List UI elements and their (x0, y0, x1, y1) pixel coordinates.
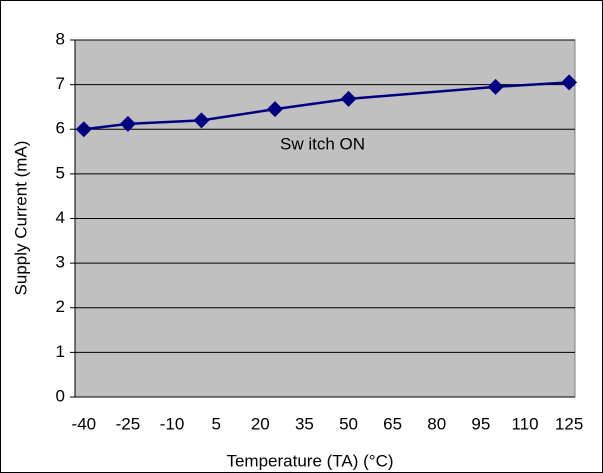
point-marker (487, 78, 504, 95)
point-marker (75, 121, 92, 138)
y-tick-label: 1 (56, 342, 65, 361)
x-tick-label: -40 (72, 414, 97, 433)
x-tick-label: 125 (555, 414, 583, 433)
y-tick-label: 0 (56, 386, 65, 405)
x-tick-label: 35 (295, 414, 314, 433)
y-tick-label: 8 (56, 29, 65, 48)
x-tick-label: 80 (427, 414, 446, 433)
y-tick-label: 7 (56, 74, 65, 93)
y-axis-title: Supply Current (mA) (11, 141, 30, 296)
y-tick-label: 4 (56, 208, 65, 227)
point-marker (340, 90, 357, 107)
y-tick-label: 3 (56, 253, 65, 272)
x-tick-label: 5 (211, 414, 220, 433)
y-tick-label: 5 (56, 163, 65, 182)
point-marker (119, 115, 136, 132)
x-axis-title: Temperature (TA) (°C) (226, 451, 393, 470)
x-tick-label: 65 (383, 414, 402, 433)
x-tick-label: 110 (511, 414, 538, 433)
point-marker (267, 101, 283, 118)
x-tick-label: -10 (160, 414, 185, 433)
y-tick-label: 6 (56, 119, 65, 138)
y-tick-label: 2 (56, 297, 65, 316)
x-tick-label: 20 (251, 414, 270, 433)
x-tick-label: 95 (471, 414, 490, 433)
point-marker (193, 112, 210, 129)
x-tick-label: -25 (116, 414, 141, 433)
x-tick-label: 50 (339, 414, 358, 433)
annotation: Sw itch ON (280, 134, 365, 153)
point-marker (561, 74, 578, 91)
